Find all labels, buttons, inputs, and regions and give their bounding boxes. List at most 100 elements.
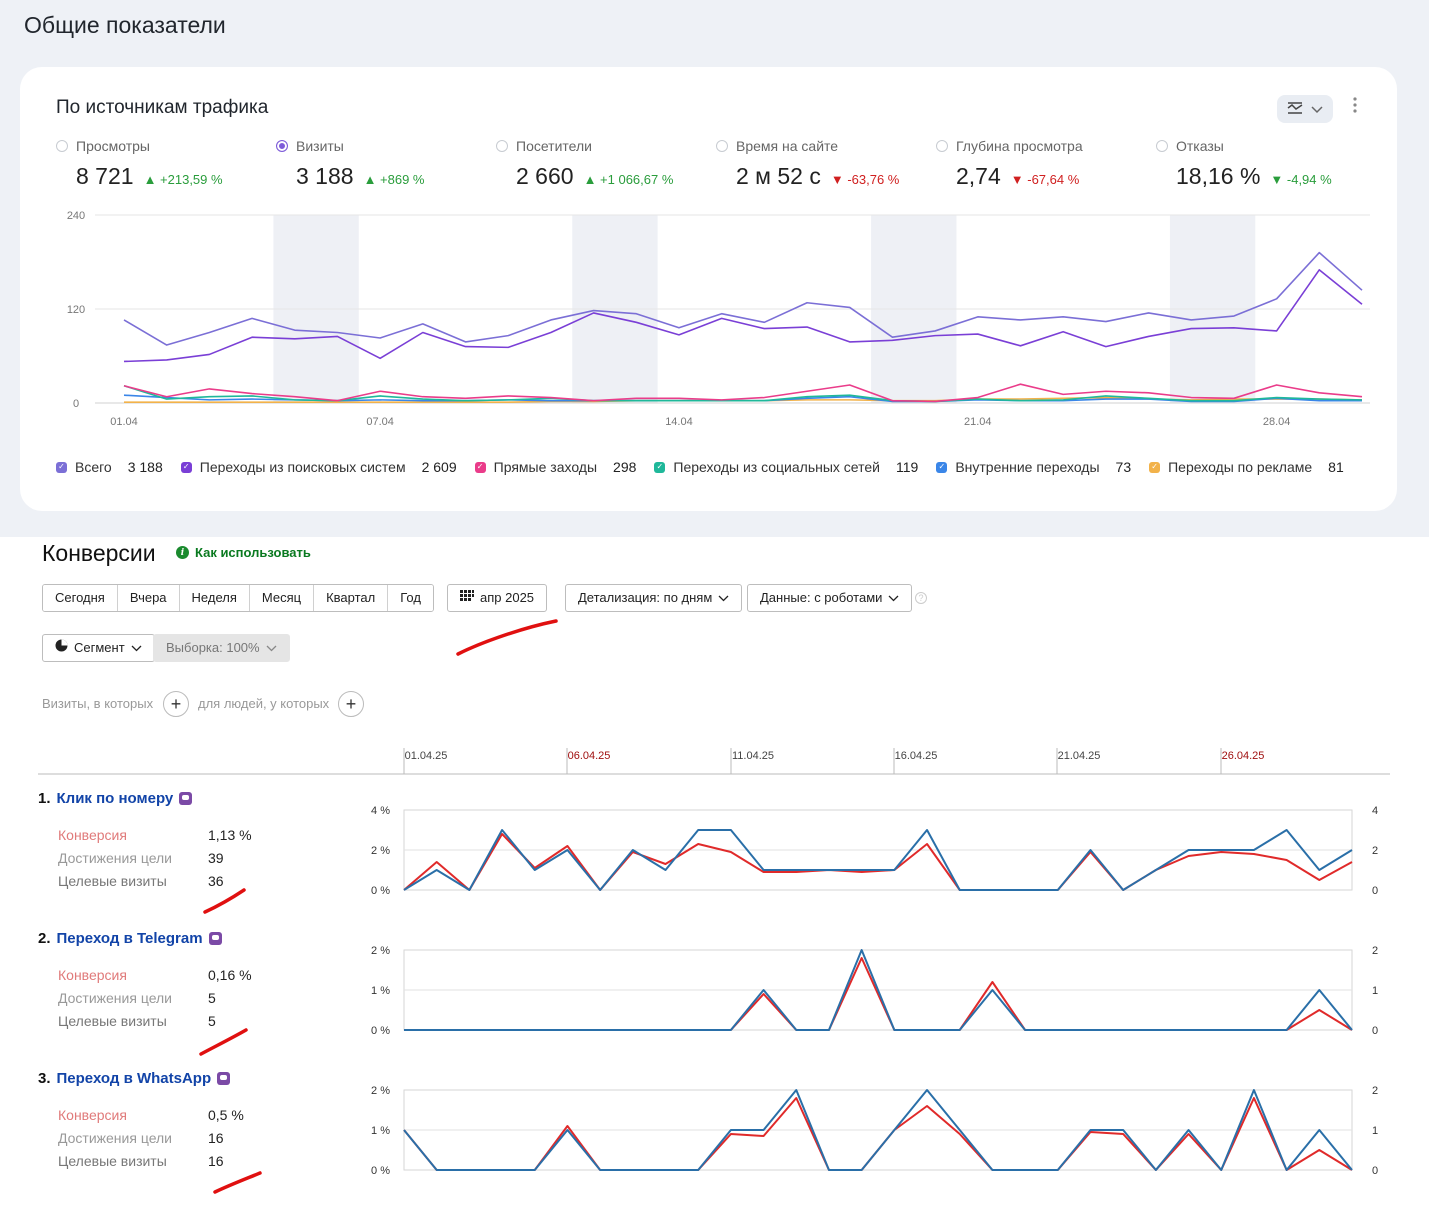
x-tick-label: 07.04	[366, 416, 394, 428]
metric-change: ▲ +213,59 %	[143, 172, 223, 187]
goal-number: 2.	[38, 930, 51, 947]
checkbox-icon[interactable]: ✓	[180, 461, 192, 473]
data-mode-dropdown[interactable]: Данные: с роботами	[747, 584, 913, 612]
period-button[interactable]: Сегодня	[43, 585, 118, 611]
y-tick-label-left: 1 %	[371, 1125, 390, 1137]
add-visit-filter-button[interactable]: +	[163, 691, 189, 717]
legend-item[interactable]: ✓ Переходы по рекламе 81	[1149, 459, 1344, 475]
period-button[interactable]: Неделя	[179, 585, 250, 611]
goal-number: 1.	[38, 790, 51, 807]
legend-item[interactable]: ✓ Прямые заходы 298	[474, 459, 636, 475]
goal-stat-value: 5	[208, 990, 216, 1006]
series-line	[123, 383, 1363, 403]
y-tick-label-left: 0 %	[371, 1165, 390, 1174]
metric-radio[interactable]	[936, 140, 948, 152]
period-button[interactable]: Квартал	[314, 585, 389, 611]
metric-radio[interactable]	[56, 140, 68, 152]
y-tick-label-right: 2	[1372, 845, 1378, 857]
metric-radio[interactable]	[1156, 140, 1168, 152]
segment-dropdown[interactable]: Сегмент	[42, 634, 155, 662]
metric-3[interactable]: Время на сайте 2 м 52 с ▼ -63,76 %	[716, 137, 956, 190]
detail-dropdown[interactable]: Детализация: по дням	[565, 584, 743, 612]
chevron-down-icon	[1311, 102, 1323, 117]
goal-type-icon	[179, 792, 193, 805]
goal-title: 2. Переход в Telegram	[38, 930, 358, 947]
legend-label: Всего	[75, 459, 112, 475]
checkbox-icon[interactable]: ✓	[474, 461, 486, 473]
metric-2[interactable]: Посетители 2 660 ▲ +1 066,67 %	[496, 137, 736, 190]
period-button[interactable]: Месяц	[249, 585, 315, 611]
more-vertical-icon[interactable]	[1353, 97, 1357, 118]
checkbox-icon[interactable]: ✓	[1149, 461, 1161, 473]
y-tick-label-right: 0	[1372, 1025, 1378, 1034]
goal-type-icon	[217, 1072, 231, 1085]
legend-item[interactable]: ✓ Переходы из социальных сетей 119	[654, 459, 918, 475]
legend-item[interactable]: ✓ Всего 3 188	[56, 459, 163, 475]
metric-radio[interactable]	[276, 140, 288, 152]
add-people-filter-button[interactable]: +	[338, 691, 364, 717]
goal-stat-row: Целевые визиты 36	[58, 873, 358, 889]
marker-stroke	[203, 888, 246, 914]
metric-label: Посетители	[516, 138, 592, 154]
conversions-title: Конверсии	[42, 540, 156, 566]
goal-link[interactable]: Клик по номеру	[56, 790, 174, 807]
checkbox-icon[interactable]: ✓	[936, 461, 948, 473]
metric-change: ▼ -67,64 %	[1010, 172, 1080, 187]
goal-stat-value: 5	[208, 1013, 216, 1029]
goal-link[interactable]: Переход в Telegram	[56, 930, 203, 947]
goal-stat-value: 39	[208, 850, 224, 866]
goal-type-icon	[208, 932, 222, 945]
info-icon: i	[176, 546, 189, 559]
date-range-button[interactable]: апр 2025	[447, 584, 548, 612]
x-tick-label: 21.04	[964, 416, 992, 428]
goal-number: 3.	[38, 1070, 51, 1087]
metric-change: ▲ +1 066,67 %	[583, 172, 674, 187]
help-icon[interactable]: ?	[915, 592, 927, 604]
goal-block: 3. Переход в WhatsApp Конверсия 0,5 % Достиж…	[38, 1070, 358, 1169]
legend-count: 2 609	[421, 459, 457, 475]
goal-series-line	[404, 957, 1353, 1031]
y-tick-label-left: 2 %	[371, 1085, 390, 1097]
timeline-tick-label: 26.04.25	[1222, 750, 1265, 762]
metric-change: ▲ +869 %	[363, 172, 425, 187]
spacer	[38, 807, 358, 819]
metric-0[interactable]: Просмотры 8 721 ▲ +213,59 %	[56, 137, 296, 190]
legend-count: 81	[1328, 459, 1344, 475]
series-line	[123, 269, 1363, 363]
legend-item[interactable]: ✓ Внутренние переходы 73	[936, 459, 1131, 475]
period-button[interactable]: Вчера	[117, 585, 180, 611]
metric-value: 2 м 52 с	[736, 163, 821, 189]
metric-value: 18,16 %	[1176, 163, 1261, 189]
goal-series-line	[404, 949, 1353, 1031]
date-range-label: апр 2025	[480, 590, 535, 605]
metric-label-row: Время на сайте	[716, 137, 956, 155]
goal-stat-value: 0,16 %	[208, 967, 252, 983]
metric-1[interactable]: Визиты 3 188 ▲ +869 %	[276, 137, 516, 190]
metric-5[interactable]: Отказы 18,16 % ▼ -4,94 %	[1156, 137, 1396, 190]
sample-dropdown[interactable]: Выборка: 100%	[153, 634, 290, 662]
y-tick-label-right: 0	[1372, 885, 1378, 894]
goal-stat-label: Достижения цели	[58, 990, 173, 1006]
how-to-use-link[interactable]: i Как использовать	[176, 545, 311, 560]
checkbox-icon[interactable]: ✓	[56, 461, 67, 473]
y-tick-label: 0	[73, 398, 79, 410]
goal-link[interactable]: Переход в WhatsApp	[56, 1070, 212, 1087]
legend-item[interactable]: ✓ Переходы из поисковых систем 2 609	[180, 459, 457, 475]
period-selector: Сегодня Вчера Неделя Месяц Квартал Год	[42, 584, 434, 612]
metric-radio[interactable]	[716, 140, 728, 152]
y-tick-label-left: 1 %	[371, 985, 390, 997]
chart-settings-button[interactable]	[1277, 95, 1333, 123]
metric-4[interactable]: Глубина просмотра 2,74 ▼ -67,64 %	[936, 137, 1176, 190]
timeline-tick-label: 16.04.25	[895, 750, 938, 762]
metric-radio[interactable]	[496, 140, 508, 152]
metric-label: Отказы	[1176, 138, 1224, 154]
period-button[interactable]: Год	[388, 585, 433, 611]
chevron-down-icon	[131, 635, 142, 661]
metric-change: ▼ -4,94 %	[1270, 172, 1332, 187]
goal-stat-row: Конверсия 0,16 %	[58, 967, 358, 983]
metric-value-row: 2 м 52 с ▼ -63,76 %	[736, 163, 956, 190]
checkbox-icon[interactable]: ✓	[654, 461, 666, 473]
legend-label: Внутренние переходы	[955, 459, 1100, 475]
legend-count: 3 188	[127, 459, 163, 475]
timeline-tick-label: 11.04.25	[732, 750, 774, 762]
